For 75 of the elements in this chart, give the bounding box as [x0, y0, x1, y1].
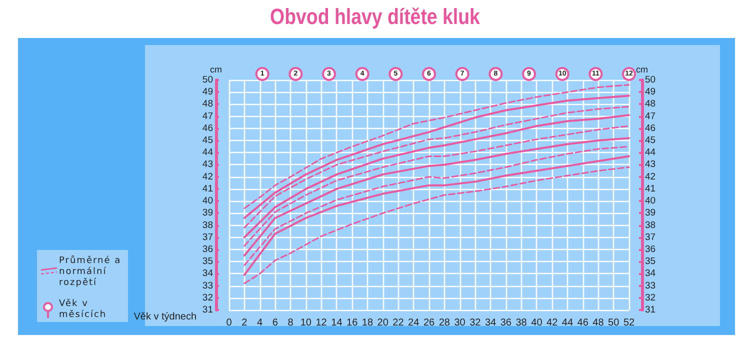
x-tick-label: 6	[272, 318, 278, 328]
y2-tick-label: 31	[645, 304, 656, 316]
x-tick-label: 2	[242, 318, 248, 328]
x-tick-label: 28	[438, 318, 450, 328]
y-tick-label: 38	[202, 220, 213, 231]
x-tick-label: 26	[423, 318, 435, 328]
y2-tick-label: 46	[645, 122, 656, 134]
y2-tick-label: 43	[645, 159, 656, 170]
text: Věk v měsících	[59, 299, 108, 321]
y-tick-label: 46	[202, 122, 213, 134]
y2-tick-label: 39	[645, 208, 656, 219]
y-tick-label: 44	[202, 147, 213, 158]
x-tick-label: 14	[331, 318, 343, 328]
y-tick-label: 35	[202, 256, 213, 268]
y-axis-title: cm	[210, 64, 222, 74]
text: Průměrné a normální rozpětí	[59, 256, 122, 289]
y-tick-label: 37	[202, 232, 213, 243]
y-tick-label: 50	[202, 74, 213, 86]
x-tick-label: 48	[592, 318, 604, 328]
y-tick-label: 39	[202, 208, 213, 219]
line-series	[243, 155, 630, 276]
y-tick-label: 34	[202, 268, 213, 280]
x-tick-label: 24	[408, 318, 420, 328]
y-tick-label: 33	[202, 280, 213, 292]
y2-tick-label: 49	[645, 86, 656, 98]
y2-tick-label: 37	[645, 232, 656, 243]
x-tick-label: 34	[484, 318, 497, 328]
x-tick-label: 16	[346, 318, 358, 328]
y-tick-label: 43	[202, 159, 213, 170]
y-tick-label: 36	[202, 244, 213, 255]
y2-tick-label: 38	[645, 220, 656, 231]
x-tick-label: 36	[500, 318, 512, 328]
y-tick-label: 42	[202, 171, 213, 182]
x-tick-label: 50	[608, 318, 620, 328]
y-tick-label: 48	[202, 98, 213, 110]
y2-tick-label: 47	[645, 110, 656, 122]
y-tick-label: 31	[202, 304, 213, 316]
x-tick-label: 22	[392, 318, 404, 328]
x-tick-label: 10	[300, 318, 312, 328]
y-tick-label: 32	[202, 292, 213, 304]
x-axis-title: Věk v týdnech	[134, 312, 197, 322]
y2-tick-label: 32	[645, 292, 656, 304]
y2-tick-label: 42	[645, 171, 656, 182]
x-tick-label: 46	[577, 318, 589, 328]
x-tick-label: 8	[288, 318, 294, 328]
y2-tick-label: 48	[645, 98, 656, 110]
y-tick-label: 41	[202, 183, 213, 194]
x-tick-label: 32	[470, 318, 482, 328]
x-tick-label: 40	[531, 318, 543, 328]
y-tick-label: 45	[202, 135, 213, 146]
y2-tick-label: 44	[645, 147, 656, 158]
x-tick-label: 12	[316, 318, 328, 328]
y2-tick-label: 40	[645, 196, 656, 207]
line-series	[244, 166, 630, 284]
x-tick-label: 0	[226, 318, 232, 328]
chart-title: Obvod hlavy dítěte kluk	[269, 4, 481, 30]
y2-tick-label: 36	[645, 244, 656, 255]
x-tick-label: 4	[256, 318, 263, 328]
y2-tick-label: 41	[645, 183, 656, 194]
x-tick-label: 52	[623, 318, 635, 328]
y-tick-label: 49	[202, 86, 213, 98]
y2-tick-label: 45	[645, 135, 656, 146]
y-tick-label: 47	[202, 110, 213, 122]
y2-tick-label: 33	[645, 280, 656, 292]
y2-axis-title: cm	[636, 64, 648, 74]
x-tick-label: 20	[377, 318, 389, 328]
x-tick-label: 38	[516, 318, 528, 328]
y2-tick-label: 50	[645, 74, 656, 86]
x-tick-label: 30	[454, 318, 466, 328]
y2-tick-label: 34	[645, 268, 656, 280]
x-tick-label: 18	[362, 318, 374, 328]
x-tick-label: 42	[546, 318, 558, 328]
y-tick-label: 40	[202, 196, 213, 207]
y2-tick-label: 35	[645, 256, 656, 268]
x-tick-label: 44	[562, 318, 574, 328]
